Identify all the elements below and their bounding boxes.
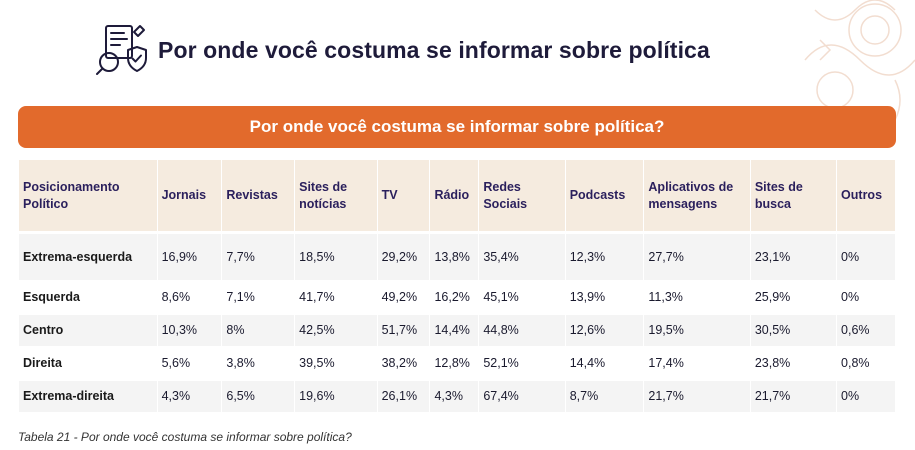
table-cell: 3,8% [222, 348, 295, 381]
table-cell: 21,7% [750, 381, 837, 414]
column-header: Podcasts [565, 160, 644, 234]
table-cell: 16,9% [157, 234, 222, 282]
table-cell: 35,4% [479, 234, 565, 282]
table-cell: 41,7% [295, 282, 377, 315]
table-cell: 17,4% [644, 348, 750, 381]
table-row: Esquerda 8,6% 7,1% 41,7% 49,2% 16,2% 45,… [19, 282, 895, 315]
table-cell: 6,5% [222, 381, 295, 414]
decorative-pattern-icon [804, 0, 915, 120]
table-cell: 45,1% [479, 282, 565, 315]
table-cell: 10,3% [157, 315, 222, 348]
column-header: Aplicativos de mensagens [644, 160, 750, 234]
table-cell: 13,8% [430, 234, 479, 282]
document-magnifier-shield-icon [96, 25, 147, 75]
column-header: Redes Sociais [479, 160, 565, 234]
table-cell: 12,6% [565, 315, 644, 348]
row-label: Direita [19, 348, 157, 381]
page-header: Por onde você costuma se informar sobre … [94, 18, 710, 82]
row-label: Esquerda [19, 282, 157, 315]
table-cell: 67,4% [479, 381, 565, 414]
column-header: Revistas [222, 160, 295, 234]
table-header-row: Posicionamento Político Jornais Revistas… [19, 160, 895, 234]
page-title: Por onde você costuma se informar sobre … [158, 36, 710, 63]
column-header: TV [377, 160, 430, 234]
row-label: Centro [19, 315, 157, 348]
table-cell: 14,4% [565, 348, 644, 381]
table-cell: 38,2% [377, 348, 430, 381]
table-cell: 14,4% [430, 315, 479, 348]
table-cell: 44,8% [479, 315, 565, 348]
table-row: Extrema-esquerda 16,9% 7,7% 18,5% 29,2% … [19, 234, 895, 282]
table-cell: 39,5% [295, 348, 377, 381]
table-cell: 0% [837, 234, 895, 282]
table-cell: 49,2% [377, 282, 430, 315]
data-table: Posicionamento Político Jornais Revistas… [18, 160, 896, 414]
table-cell: 11,3% [644, 282, 750, 315]
table-cell: 0% [837, 381, 895, 414]
table-cell: 16,2% [430, 282, 479, 315]
table-caption: Tabela 21 - Por onde você costuma se inf… [18, 430, 352, 444]
table-cell: 30,5% [750, 315, 837, 348]
table-row: Centro 10,3% 8% 42,5% 51,7% 14,4% 44,8% … [19, 315, 895, 348]
table-cell: 7,7% [222, 234, 295, 282]
row-label: Extrema-esquerda [19, 234, 157, 282]
row-label: Extrema-direita [19, 381, 157, 414]
table-cell: 8,6% [157, 282, 222, 315]
column-header: Posicionamento Político [19, 160, 157, 234]
table-row: Direita 5,6% 3,8% 39,5% 38,2% 12,8% 52,1… [19, 348, 895, 381]
banner-title: Por onde você costuma se informar sobre … [249, 117, 665, 136]
table-cell: 18,5% [295, 234, 377, 282]
table-cell: 21,7% [644, 381, 750, 414]
table-cell: 19,5% [644, 315, 750, 348]
table-cell: 4,3% [430, 381, 479, 414]
table-cell: 51,7% [377, 315, 430, 348]
table-cell: 23,8% [750, 348, 837, 381]
table-row: Extrema-direita 4,3% 6,5% 19,6% 26,1% 4,… [19, 381, 895, 414]
table-cell: 25,9% [750, 282, 837, 315]
table-cell: 52,1% [479, 348, 565, 381]
table-cell: 0% [837, 282, 895, 315]
table-cell: 26,1% [377, 381, 430, 414]
table-cell: 29,2% [377, 234, 430, 282]
table-cell: 5,6% [157, 348, 222, 381]
table-cell: 7,1% [222, 282, 295, 315]
column-header: Outros [837, 160, 895, 234]
table-cell: 4,3% [157, 381, 222, 414]
table-cell: 42,5% [295, 315, 377, 348]
column-header: Rádio [430, 160, 479, 234]
table-cell: 23,1% [750, 234, 837, 282]
column-header: Sites de busca [750, 160, 837, 234]
column-header: Jornais [157, 160, 222, 234]
table-cell: 8% [222, 315, 295, 348]
table-cell: 12,8% [430, 348, 479, 381]
table-cell: 13,9% [565, 282, 644, 315]
table-cell: 19,6% [295, 381, 377, 414]
table-banner: Por onde você costuma se informar sobre … [18, 106, 896, 148]
table-cell: 0,6% [837, 315, 895, 348]
table-cell: 0,8% [837, 348, 895, 381]
table-cell: 12,3% [565, 234, 644, 282]
table-cell: 27,7% [644, 234, 750, 282]
column-header: Sites de notícias [295, 160, 377, 234]
table-cell: 8,7% [565, 381, 644, 414]
